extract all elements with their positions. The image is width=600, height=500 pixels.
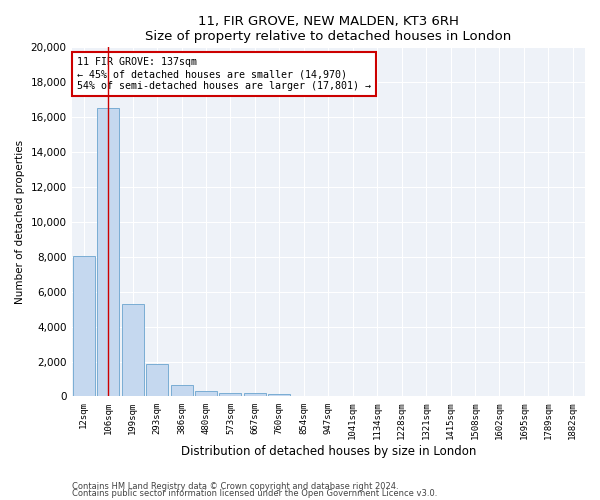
Title: 11, FIR GROVE, NEW MALDEN, KT3 6RH
Size of property relative to detached houses : 11, FIR GROVE, NEW MALDEN, KT3 6RH Size … — [145, 15, 511, 43]
Bar — [220, 393, 241, 396]
X-axis label: Distribution of detached houses by size in London: Distribution of detached houses by size … — [181, 444, 476, 458]
Text: Contains HM Land Registry data © Crown copyright and database right 2024.: Contains HM Land Registry data © Crown c… — [72, 482, 398, 491]
Bar — [195, 391, 217, 396]
Bar — [170, 384, 193, 396]
Bar — [122, 304, 143, 396]
Bar — [73, 256, 95, 396]
Bar — [244, 394, 266, 396]
Bar — [146, 364, 168, 396]
Y-axis label: Number of detached properties: Number of detached properties — [15, 140, 25, 304]
Text: 11 FIR GROVE: 137sqm
← 45% of detached houses are smaller (14,970)
54% of semi-d: 11 FIR GROVE: 137sqm ← 45% of detached h… — [77, 58, 371, 90]
Text: Contains public sector information licensed under the Open Government Licence v3: Contains public sector information licen… — [72, 489, 437, 498]
Bar — [268, 394, 290, 396]
Bar — [97, 108, 119, 397]
